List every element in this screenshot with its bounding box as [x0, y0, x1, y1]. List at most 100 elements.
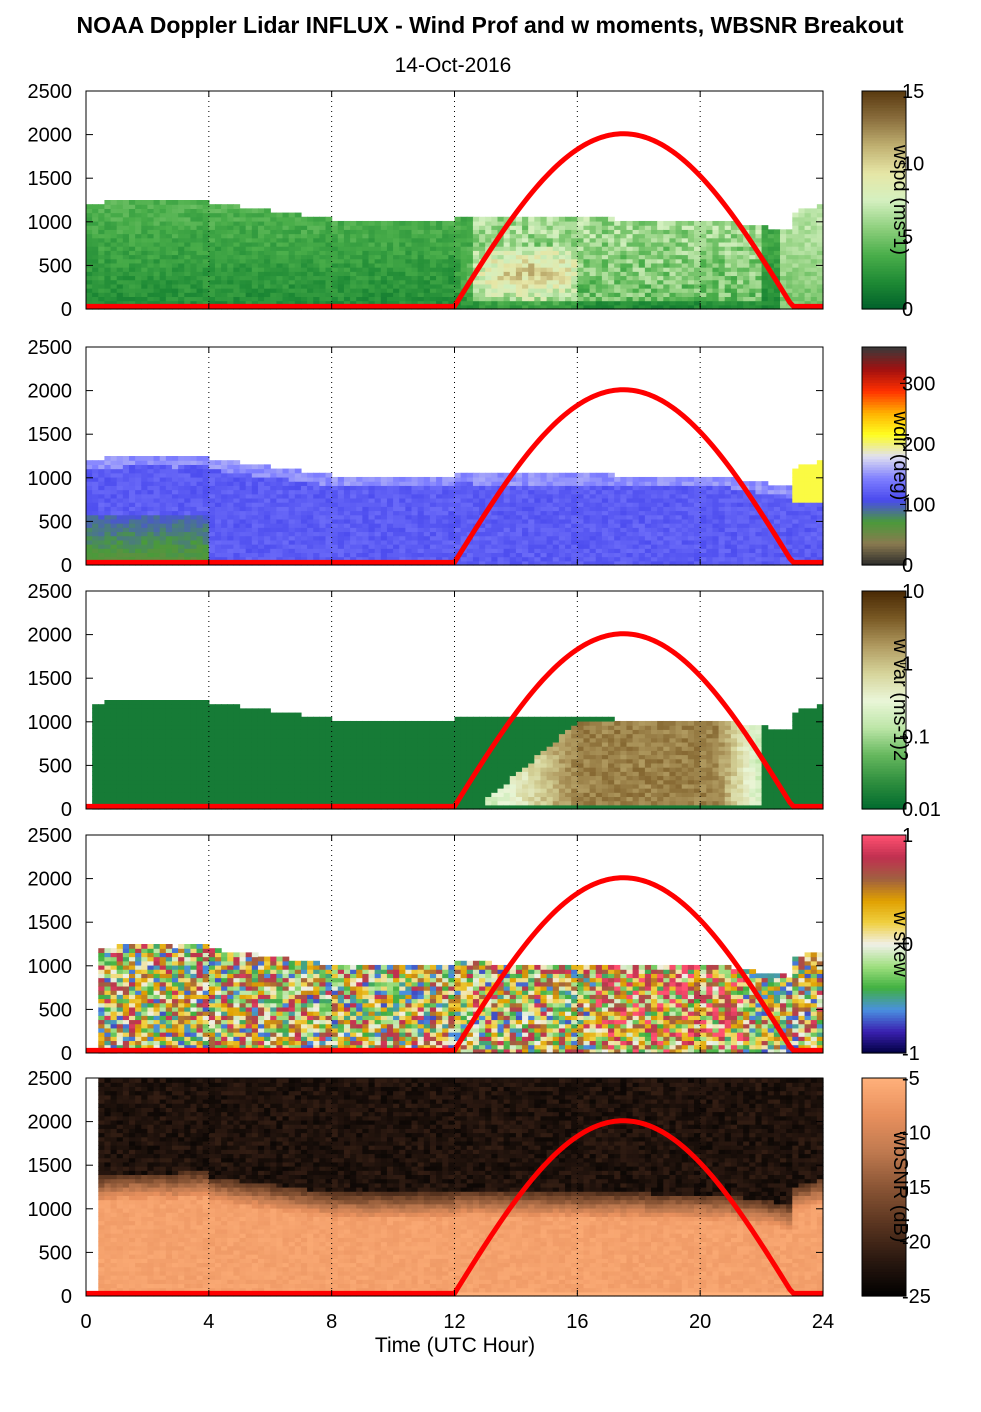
colorbar-tick-label: 0 [902, 299, 913, 321]
heatmap-cell [761, 254, 769, 260]
heatmap-cell [552, 237, 560, 243]
heatmap-cell [165, 544, 173, 549]
heatmap-cell [110, 497, 118, 503]
heatmap-cell [767, 296, 775, 302]
heatmap-cell [276, 279, 284, 285]
heatmap-cell [724, 229, 732, 235]
heatmap-cell [227, 258, 234, 264]
heatmap-cell [700, 296, 707, 302]
heatmap-cell [184, 258, 192, 264]
heatmap-cell [411, 489, 419, 495]
heatmap-cell [552, 510, 560, 516]
heatmap-cell [558, 275, 566, 281]
heatmap-cell [632, 552, 640, 558]
heatmap-cell [184, 518, 192, 524]
heatmap-cell [694, 254, 701, 260]
heatmap-cell [331, 246, 339, 251]
heatmap-cell [153, 271, 161, 277]
heatmap-cell [300, 489, 308, 495]
heatmap-cell [626, 497, 634, 503]
heatmap-cell [644, 271, 652, 277]
heatmap-cell [595, 552, 603, 558]
heatmap-cell [589, 510, 597, 516]
heatmap-cell [497, 258, 505, 264]
heatmap-cell [601, 493, 609, 499]
heatmap-cell [491, 523, 499, 528]
heatmap-cell [343, 544, 351, 549]
heatmap-cell [792, 250, 800, 256]
heatmap-cell [448, 544, 456, 549]
heatmap-cell [380, 279, 388, 285]
heatmap-cell [233, 246, 241, 251]
heatmap-cell [190, 204, 198, 209]
heatmap-cell [522, 229, 529, 235]
heatmap-cell [288, 502, 296, 507]
heatmap-cell [184, 279, 192, 285]
heatmap-cell [442, 476, 449, 482]
heatmap-cell [491, 271, 499, 277]
heatmap-cell [436, 225, 443, 230]
heatmap-cell [104, 271, 112, 277]
heatmap-cell [251, 279, 259, 285]
heatmap-cell [626, 552, 634, 558]
heatmap-cell [448, 548, 456, 554]
heatmap-cell [190, 229, 198, 235]
heatmap-cell [288, 552, 296, 558]
heatmap-cell [374, 220, 382, 226]
heatmap-cell [737, 237, 744, 243]
heatmap-cell [460, 535, 468, 541]
heatmap-cell [614, 518, 621, 524]
heatmap-cell [331, 233, 339, 239]
heatmap-cell [577, 544, 585, 549]
heatmap-cell [251, 527, 259, 533]
heatmap-cell [190, 237, 198, 243]
heatmap-cell [571, 246, 578, 251]
heatmap-cell [165, 539, 173, 545]
colorbar-segment [862, 134, 906, 138]
heatmap-cell [368, 237, 376, 243]
heatmap-cell [307, 556, 314, 562]
heatmap-cell [730, 279, 738, 285]
heatmap-cell [141, 292, 149, 298]
heatmap-cell [325, 300, 333, 306]
heatmap-cell [497, 497, 505, 503]
heatmap-cell [429, 220, 437, 226]
heatmap-cell [92, 539, 99, 545]
heatmap-cell [522, 271, 529, 277]
heatmap-cell [147, 497, 155, 503]
heatmap-cell [362, 510, 370, 516]
heatmap-cell [141, 241, 149, 247]
heatmap-cell [264, 292, 271, 298]
heatmap-cell [86, 523, 93, 528]
heatmap-cell [528, 241, 535, 247]
heatmap-cell [92, 548, 99, 554]
heatmap-cell [577, 523, 585, 528]
heatmap-cell [196, 271, 204, 277]
heatmap-cell [343, 527, 351, 533]
heatmap-cell [405, 489, 413, 495]
heatmap-cell [503, 548, 511, 554]
heatmap-cell [86, 476, 93, 482]
heatmap-cell [565, 476, 572, 482]
heatmap-cell [343, 254, 351, 260]
heatmap-cell [128, 527, 136, 533]
heatmap-cell [116, 497, 124, 503]
heatmap-cell [522, 288, 529, 293]
heatmap-cell [313, 233, 320, 239]
heatmap-cell [190, 292, 198, 298]
heatmap-cell [620, 288, 628, 293]
heatmap-cell [319, 556, 327, 562]
heatmap-cell [343, 250, 351, 256]
heatmap-cell [792, 229, 800, 235]
heatmap-cell [221, 283, 228, 289]
heatmap-cell [393, 535, 400, 541]
heatmap-cell [208, 460, 216, 465]
heatmap-cell [552, 472, 560, 478]
heatmap-cell [522, 556, 529, 562]
heatmap-cell [522, 267, 529, 272]
heatmap-cell [300, 233, 308, 239]
heatmap-cell [466, 556, 474, 562]
heatmap-cell [479, 523, 486, 528]
heatmap-cell [460, 254, 468, 260]
heatmap-cell [153, 485, 161, 491]
